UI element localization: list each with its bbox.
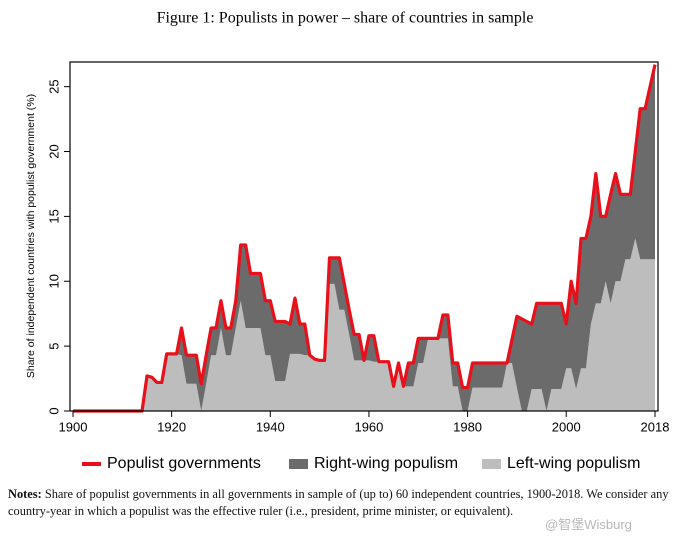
notes-text: Share of populist governments in all gov… [8, 487, 669, 518]
y-tick-label: 10 [46, 274, 61, 288]
watermark: @智堡Wisburg [545, 517, 632, 532]
y-tick-label: 20 [46, 144, 61, 158]
x-tick-label: 1900 [59, 419, 88, 434]
legend-label: Left-wing populism [507, 455, 640, 472]
legend-swatch [482, 459, 501, 469]
notes: Notes: Share of populist governments in … [8, 486, 680, 520]
y-tick-label: 15 [46, 209, 61, 223]
x-tick-label: 1980 [453, 419, 482, 434]
plot-frame [69, 61, 659, 412]
x-tick-label: 1920 [157, 419, 186, 434]
notes-label: Notes: [8, 487, 42, 501]
area [73, 238, 655, 411]
legend-label: Populist governments [107, 455, 261, 472]
area [73, 64, 655, 411]
line [73, 64, 657, 413]
y-axis-label: Share of independent countries with popu… [25, 94, 37, 378]
x-tick-label: 1960 [354, 419, 383, 434]
x-tick-label: 1940 [256, 419, 285, 434]
y-tick-label: 5 [46, 343, 61, 350]
chart-title: Figure 1: Populists in power – share of … [157, 10, 534, 27]
legend-swatch [289, 459, 308, 469]
y-tick-label: 0 [46, 407, 61, 414]
y-tick-label: 25 [46, 79, 61, 93]
chart: Figure 1: Populists in power – share of … [25, 10, 670, 473]
legend-label: Right-wing populism [314, 455, 458, 472]
x-tick-label: 2000 [552, 419, 581, 434]
x-tick-label: 2018 [641, 419, 670, 434]
